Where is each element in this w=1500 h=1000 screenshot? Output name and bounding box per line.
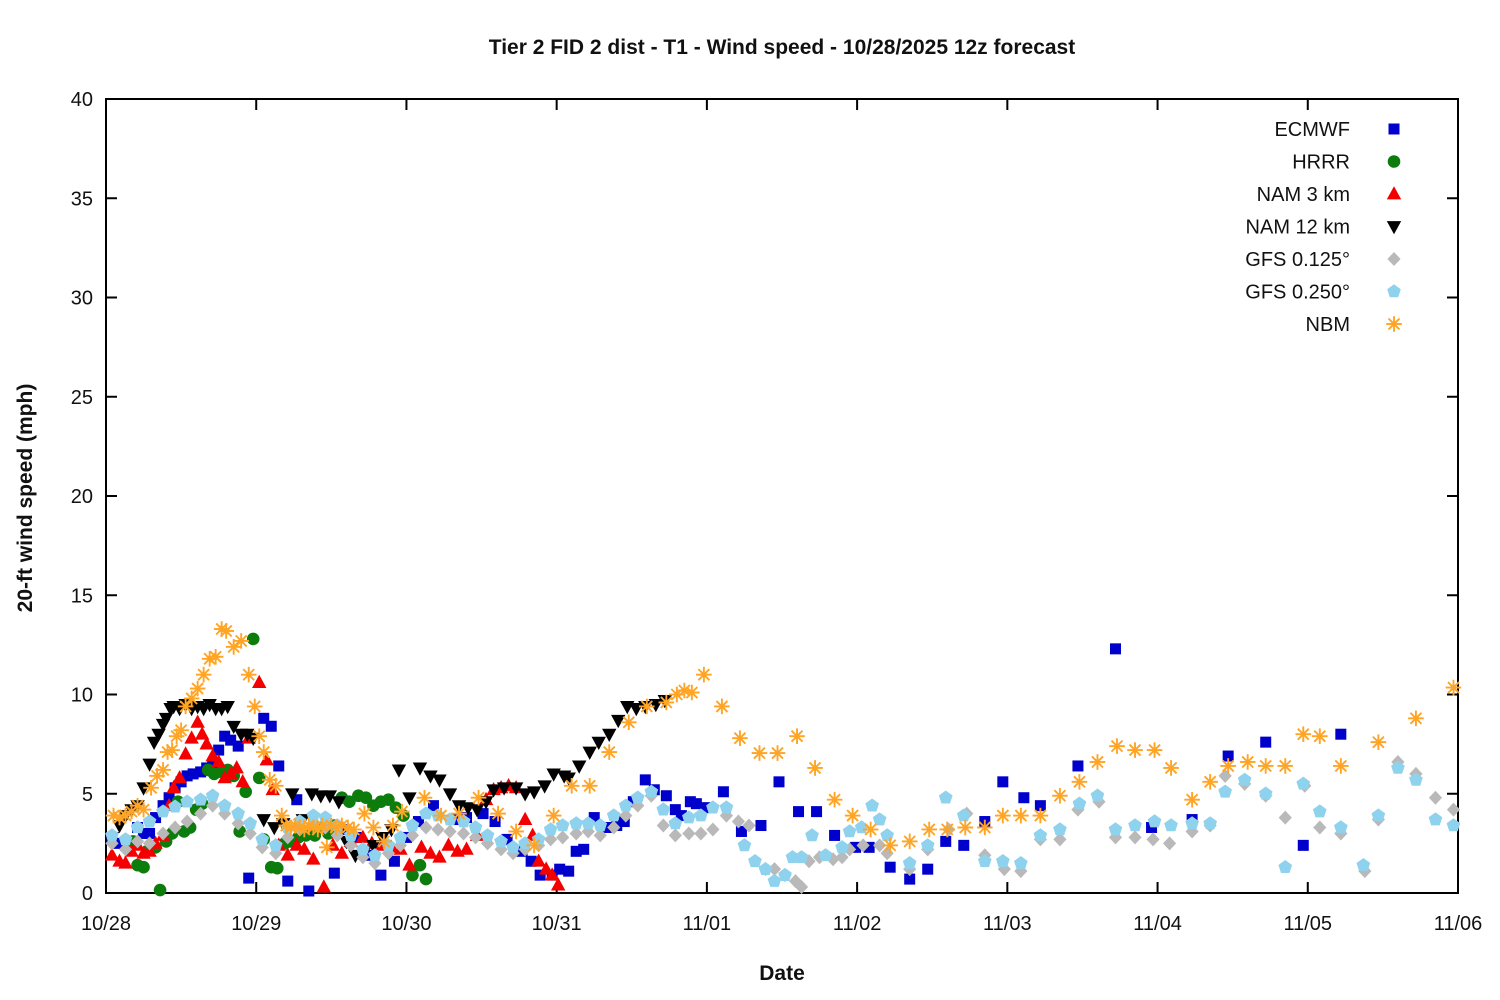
legend-label-3: NAM 12 km <box>1246 217 1350 239</box>
legend-marker-2 <box>1386 186 1402 200</box>
axis-ticks <box>105 98 1459 894</box>
legend-label-4: GFS 0.125° <box>1245 249 1350 271</box>
svg-text:0: 0 <box>82 883 93 905</box>
legend-label-2: NAM 3 km <box>1257 184 1350 206</box>
svg-text:40: 40 <box>71 89 93 111</box>
svg-text:10/30: 10/30 <box>381 913 431 935</box>
legend-marker-5 <box>1387 284 1401 298</box>
svg-text:10/28: 10/28 <box>81 913 131 935</box>
legend-label-0: ECMWF <box>1274 119 1350 141</box>
svg-text:25: 25 <box>71 387 93 409</box>
svg-text:10/29: 10/29 <box>231 913 281 935</box>
svg-text:11/01: 11/01 <box>683 913 732 935</box>
series-nam-12-km <box>104 695 673 864</box>
legend-label-6: NBM <box>1306 314 1350 336</box>
svg-text:11/03: 11/03 <box>983 913 1032 935</box>
legend: ECMWF HRRR NAM 3 km NAM 12 km GFS 0.125° GFS … <box>1245 119 1402 336</box>
y-tick-labels: 0 5 10 15 20 25 30 35 40 <box>71 89 93 905</box>
legend-marker-1 <box>1387 155 1401 168</box>
svg-text:11/02: 11/02 <box>833 913 882 935</box>
legend-marker-0 <box>1388 123 1400 135</box>
svg-text:11/04: 11/04 <box>1133 913 1182 935</box>
svg-text:20: 20 <box>71 486 93 508</box>
svg-text:10/31: 10/31 <box>532 913 582 935</box>
legend-label-5: GFS 0.250° <box>1245 282 1350 304</box>
legend-marker-3 <box>1386 221 1402 235</box>
svg-text:35: 35 <box>71 188 93 210</box>
svg-text:10: 10 <box>71 685 93 707</box>
svg-text:30: 30 <box>71 288 93 310</box>
x-axis-label: Date <box>759 962 805 985</box>
legend-label-1: HRRR <box>1292 152 1350 174</box>
x-tick-labels: 10/28 10/29 10/30 10/31 11/01 11/02 11/03 11/04… <box>81 913 1482 935</box>
svg-text:5: 5 <box>82 784 93 806</box>
series-nbm <box>105 621 1462 856</box>
svg-text:15: 15 <box>71 585 93 607</box>
legend-marker-4 <box>1387 252 1401 266</box>
svg-text:11/06: 11/06 <box>1434 913 1483 935</box>
svg-text:11/05: 11/05 <box>1283 913 1332 935</box>
legend-marker-6 <box>1386 316 1402 332</box>
chart-title: Tier 2 FID 2 dist - T1 - Wind speed - 10… <box>488 36 1076 59</box>
